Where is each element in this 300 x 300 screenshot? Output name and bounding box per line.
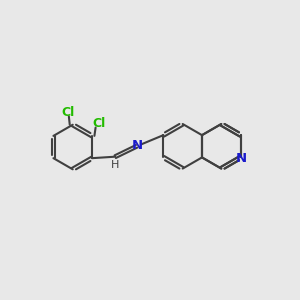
Text: N: N bbox=[236, 152, 247, 164]
Text: Cl: Cl bbox=[92, 117, 105, 130]
Text: H: H bbox=[110, 160, 119, 170]
Text: N: N bbox=[132, 139, 143, 152]
Text: Cl: Cl bbox=[61, 106, 75, 119]
